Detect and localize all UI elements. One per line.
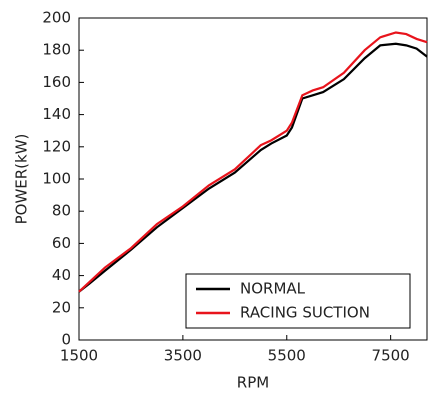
y-tick-label: 40	[52, 266, 71, 284]
legend-box	[185, 273, 411, 329]
y-tick-label: 60	[52, 234, 71, 252]
series-line	[78, 31, 428, 293]
y-tick-label: 200	[42, 9, 71, 27]
y-tick-label: 0	[61, 331, 71, 349]
series-line	[78, 42, 428, 293]
legend-label: NORMAL	[240, 280, 306, 298]
x-tick-label: 3500	[164, 347, 202, 365]
y-tick-label: 140	[42, 105, 71, 123]
y-tick-label: 20	[52, 298, 71, 316]
x-tick-label: 1500	[60, 347, 98, 365]
y-tick-label: 80	[52, 202, 71, 220]
y-tick-label: 100	[42, 170, 71, 188]
y-tick-label: 180	[42, 41, 71, 59]
x-tick-label: 7500	[372, 347, 410, 365]
y-tick-label: 160	[42, 73, 71, 91]
plot-frame	[78, 17, 428, 341]
x-tick-label: 5500	[268, 347, 306, 365]
y-axis-label: POWER(kW)	[13, 134, 31, 225]
x-axis-label: RPM	[237, 374, 269, 392]
y-tick-label: 120	[42, 137, 71, 155]
legend-label: RACING SUCTION	[240, 304, 370, 322]
